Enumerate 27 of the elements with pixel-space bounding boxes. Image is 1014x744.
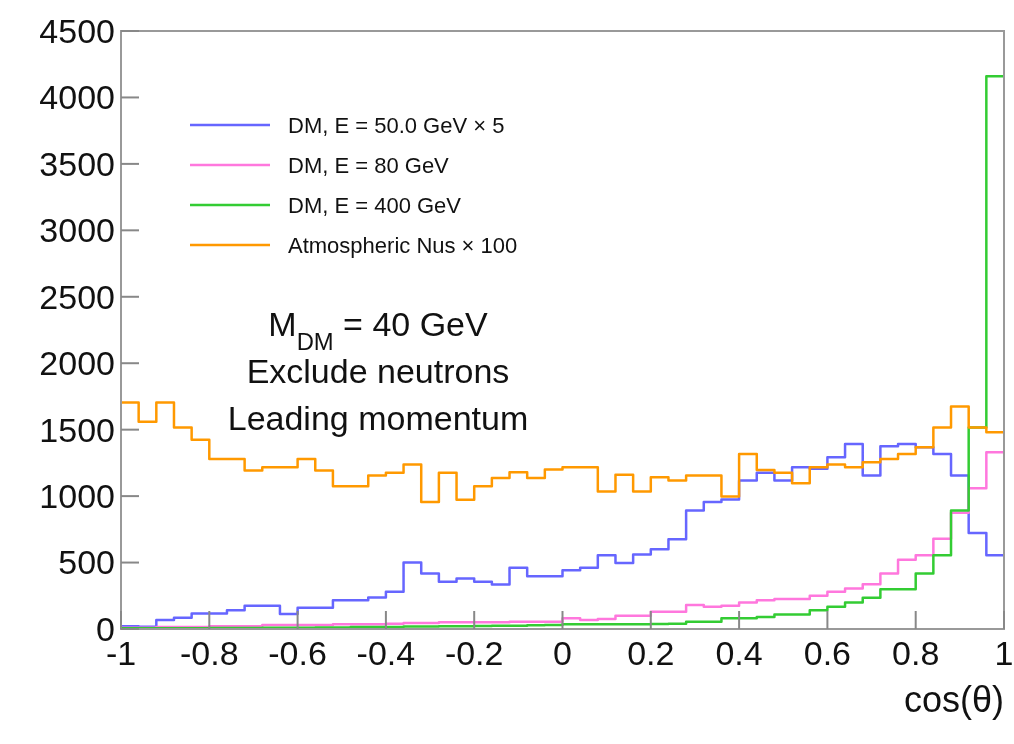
x-tick-label: 0 bbox=[553, 634, 572, 672]
legend-label: DM, E = 80 GeV bbox=[288, 152, 450, 178]
annotation: Exclude neutrons bbox=[246, 352, 510, 390]
y-tick-label: 4000 bbox=[39, 78, 115, 117]
x-tick-label: 1 bbox=[994, 634, 1014, 672]
x-tick-label: 0.8 bbox=[892, 634, 940, 672]
y-tick-label: 2000 bbox=[39, 344, 115, 383]
y-tick-label: 1000 bbox=[39, 477, 115, 516]
x-tick-label: -0.4 bbox=[356, 634, 416, 672]
y-tick-label: 4500 bbox=[39, 11, 115, 50]
x-tick-label: 0.6 bbox=[803, 634, 852, 672]
y-tick-label: 2500 bbox=[39, 277, 115, 316]
y-tick-label: 1500 bbox=[39, 410, 115, 449]
y-tick-label: 3000 bbox=[39, 211, 115, 250]
legend-label: DM, E = 400 GeV bbox=[288, 192, 462, 218]
x-tick-label: -0.6 bbox=[268, 634, 327, 672]
x-tick-label: -0.2 bbox=[444, 634, 504, 672]
y-tick-label: 3500 bbox=[39, 144, 115, 183]
legend-label: DM, E = 50.0 GeV × 5 bbox=[288, 112, 505, 138]
legend-label: Atmospheric Nus × 100 bbox=[288, 232, 518, 258]
x-tick-label: -0.8 bbox=[180, 634, 239, 672]
x-tick-label: 0.4 bbox=[715, 634, 763, 672]
x-axis-title: cos(θ) bbox=[903, 679, 1004, 720]
x-tick-label: 0.2 bbox=[627, 634, 675, 672]
y-tick-label: 500 bbox=[58, 543, 115, 582]
annotation: M$_{DM}$ = 40 GeV bbox=[268, 305, 489, 355]
annotation: Leading momentum bbox=[227, 399, 529, 437]
